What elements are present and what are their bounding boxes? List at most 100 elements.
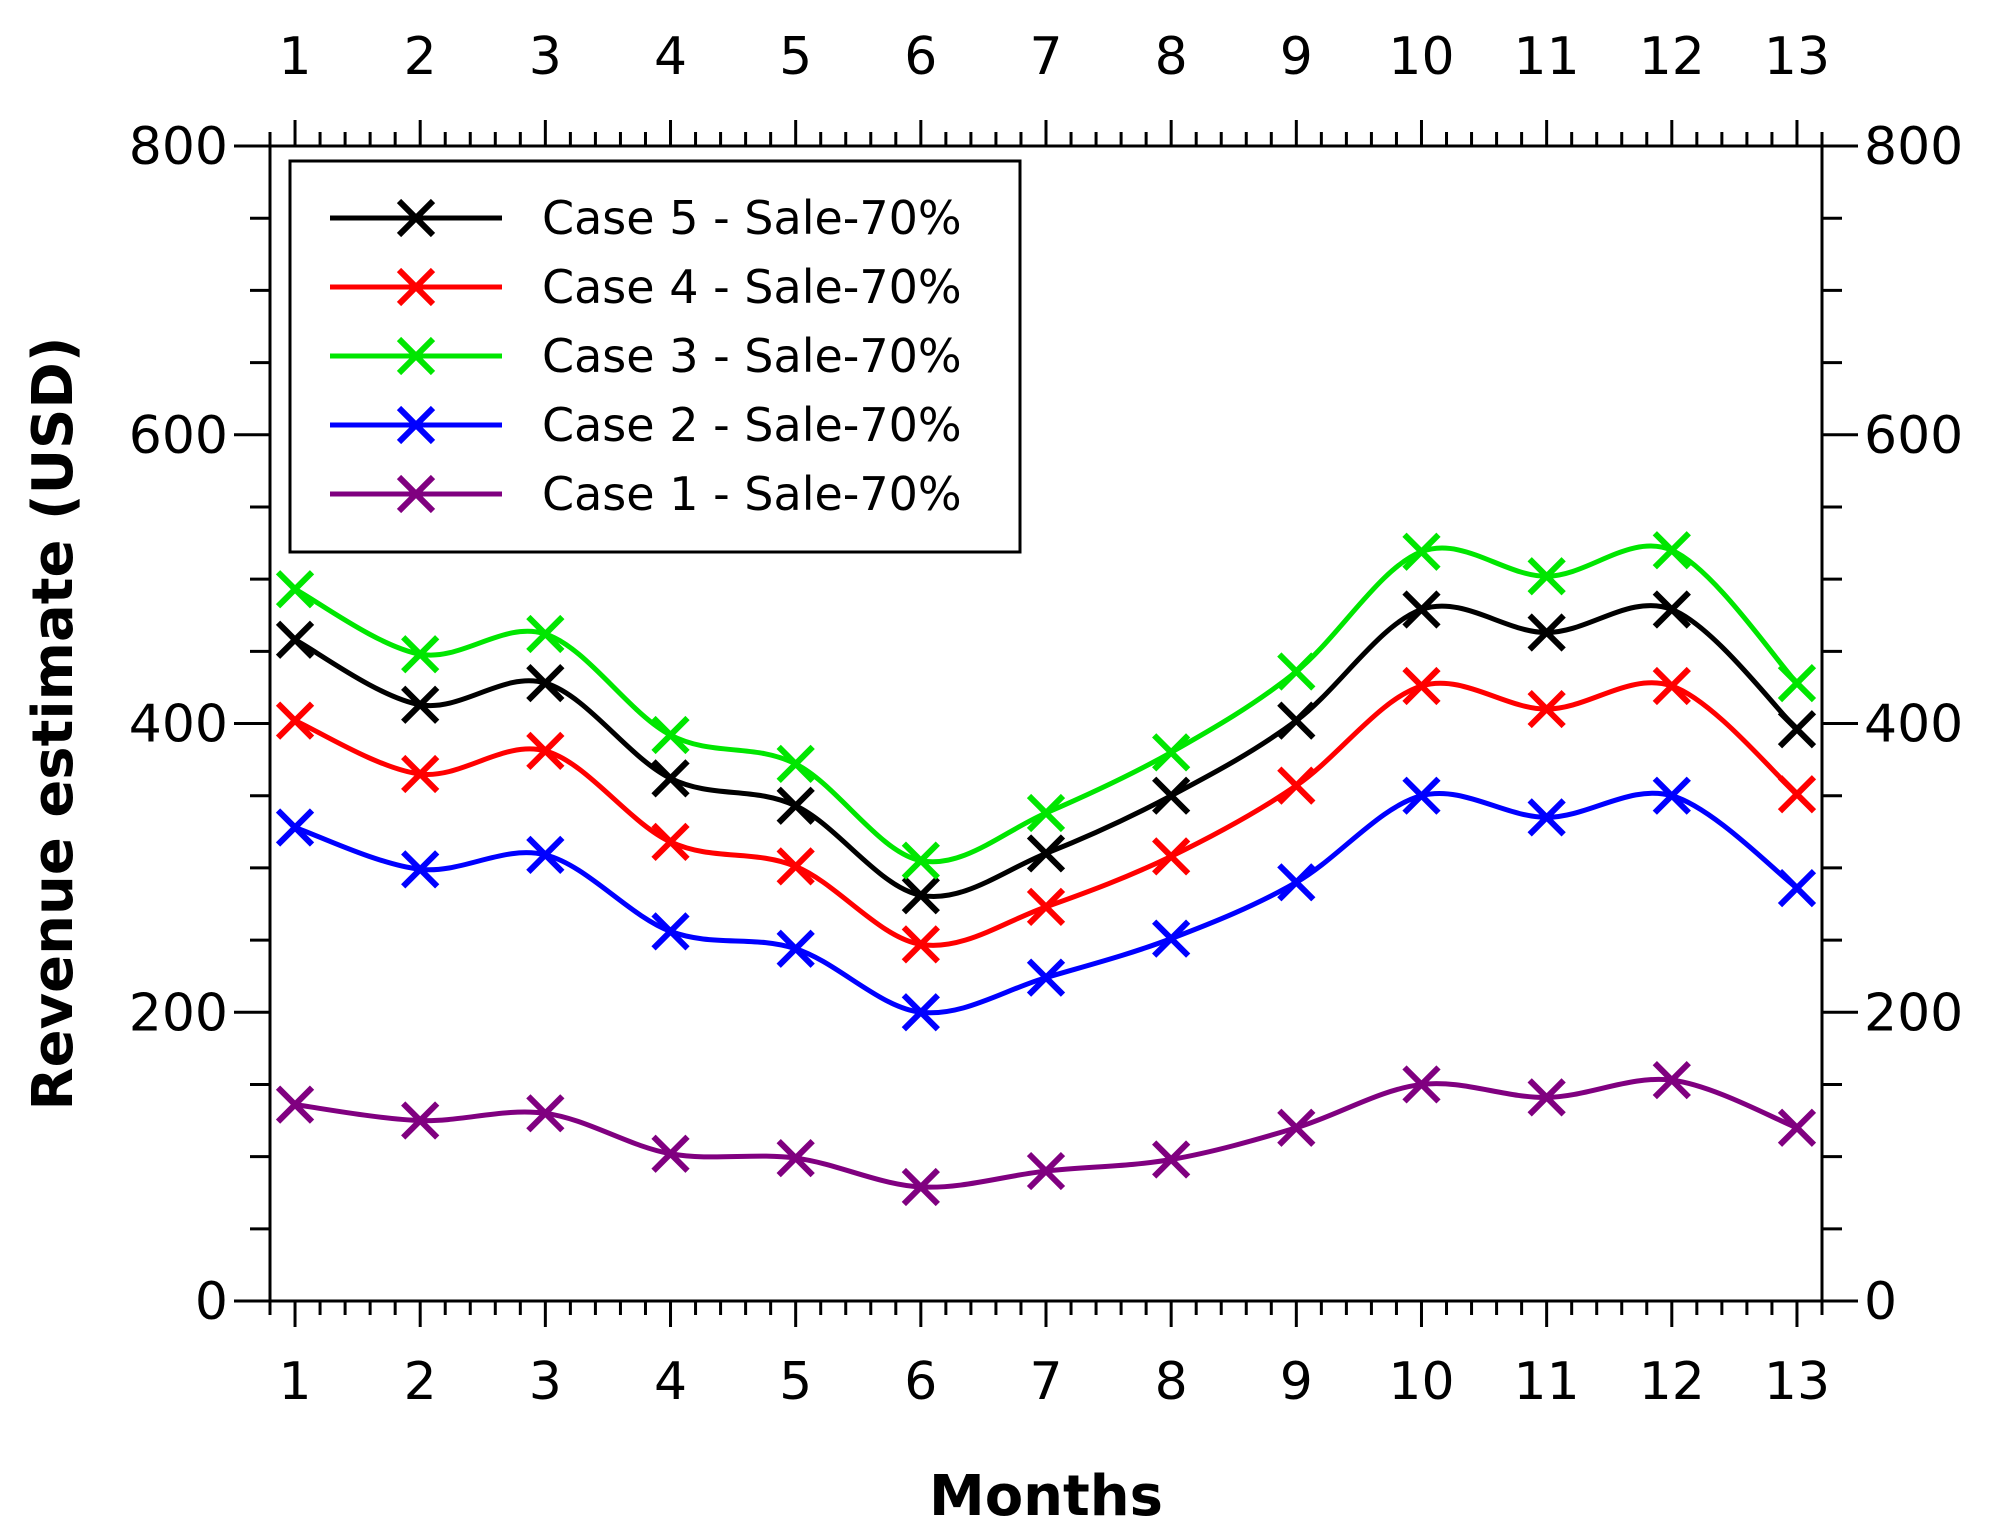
data-point (776, 786, 815, 825)
y-tick-label-right: 400 (1864, 695, 1963, 755)
y-tick-label-right: 200 (1864, 983, 1963, 1043)
legend-label: Case 2 - Sale-70% (542, 398, 962, 452)
legend-swatch-marker (396, 474, 436, 514)
x-tick-label: 8 (1155, 1352, 1188, 1412)
x-tick-label: 7 (1029, 1352, 1062, 1412)
data-point (651, 759, 690, 798)
data-point (1026, 958, 1066, 997)
data-point (901, 1167, 940, 1207)
x-tick-label-top: 6 (904, 27, 937, 87)
marker-stroke (1277, 863, 1316, 902)
data-point (901, 841, 940, 880)
marker-stroke (776, 1138, 815, 1178)
data-point (1152, 733, 1191, 772)
x-tick-label-top: 11 (1514, 27, 1580, 87)
marker-stroke (1777, 1108, 1817, 1147)
marker-stroke (1277, 1108, 1316, 1147)
data-point (1277, 1108, 1316, 1147)
data-point (1527, 557, 1566, 596)
x-tick-label-top: 10 (1388, 27, 1454, 87)
x-tick-label-top: 7 (1029, 27, 1062, 87)
marker-stroke (401, 1101, 440, 1140)
marker-stroke (526, 663, 565, 703)
marker-stroke (1777, 663, 1817, 703)
marker-stroke (1777, 775, 1817, 814)
data-point (1402, 532, 1441, 571)
data-point (1026, 793, 1066, 833)
marker-stroke (901, 876, 940, 915)
marker-stroke (1652, 531, 1691, 570)
x-tick-label-top: 4 (654, 27, 687, 87)
y-tick-label-right: 800 (1864, 117, 1963, 177)
marker-stroke (1652, 590, 1691, 629)
x-tick-label: 3 (529, 1352, 562, 1412)
data-point (901, 993, 940, 1032)
data-point (1527, 613, 1566, 652)
data-point (1152, 837, 1191, 876)
marker-stroke (776, 929, 815, 968)
marker-stroke (275, 570, 315, 609)
data-point (1777, 775, 1817, 814)
data-point (275, 570, 315, 609)
marker-stroke (901, 841, 940, 880)
marker-stroke (901, 993, 940, 1032)
marker-stroke (1152, 733, 1191, 772)
x-tick-label: 6 (904, 1352, 937, 1412)
data-point (1527, 689, 1566, 729)
y-tick-label: 0 (195, 1272, 228, 1332)
marker-stroke (275, 1085, 315, 1124)
marker-stroke (1026, 793, 1066, 833)
data-point (1777, 710, 1817, 749)
marker-stroke (526, 1094, 565, 1133)
y-tick-label-right: 600 (1864, 406, 1963, 466)
marker-stroke (1277, 652, 1316, 691)
marker-stroke (401, 850, 440, 889)
x-tick-label: 9 (1280, 1352, 1313, 1412)
marker-stroke (1152, 1140, 1191, 1179)
y-tick-labels-left: 0 200 400 600 800 (129, 117, 228, 1332)
marker-stroke (651, 822, 690, 862)
legend-label: Case 1 - Sale-70% (542, 467, 962, 521)
data-point (275, 808, 315, 847)
marker-stroke (901, 925, 940, 964)
x-tick-label: 2 (404, 1352, 437, 1412)
marker-stroke (396, 198, 436, 238)
data-point (401, 1101, 440, 1140)
marker-stroke (1277, 701, 1316, 740)
x-tick-label-top: 2 (404, 27, 437, 87)
data-point (1402, 1065, 1441, 1104)
marker-stroke (526, 614, 565, 654)
marker-stroke (1152, 837, 1191, 876)
marker-stroke (526, 835, 565, 875)
x-axis-title: Months (929, 1464, 1163, 1529)
data-point (901, 925, 940, 964)
marker-stroke (1527, 689, 1566, 729)
marker-stroke (1527, 557, 1566, 596)
series-4 (275, 776, 1817, 1032)
marker-stroke (396, 267, 436, 307)
legend-swatch-marker (396, 198, 436, 238)
series-5 (275, 1060, 1817, 1207)
data-point (1026, 1151, 1066, 1191)
data-point (1527, 798, 1566, 837)
data-point (526, 731, 565, 771)
x-tick-label: 13 (1764, 1352, 1830, 1412)
marker-stroke (1777, 710, 1817, 749)
data-point (1527, 1078, 1566, 1117)
legend-swatch-marker (396, 405, 436, 445)
marker-stroke (1527, 1078, 1566, 1117)
y-tick-label: 600 (129, 406, 228, 466)
legend: Case 5 - Sale-70% Case 4 - Sale-70% Case 3… (288, 159, 1022, 554)
data-point (1652, 531, 1691, 570)
x-tick-label-top: 3 (529, 27, 562, 87)
data-point (1777, 868, 1817, 908)
legend-label: Case 5 - Sale-70% (542, 191, 962, 245)
y-tick-label: 200 (129, 983, 228, 1043)
data-point (776, 1138, 815, 1178)
x-tick-label-top: 5 (779, 27, 812, 87)
data-point (1277, 652, 1316, 691)
x-tick-label-top: 8 (1155, 27, 1188, 87)
y-tick-label-right: 0 (1864, 1272, 1897, 1332)
data-point (1777, 663, 1817, 703)
